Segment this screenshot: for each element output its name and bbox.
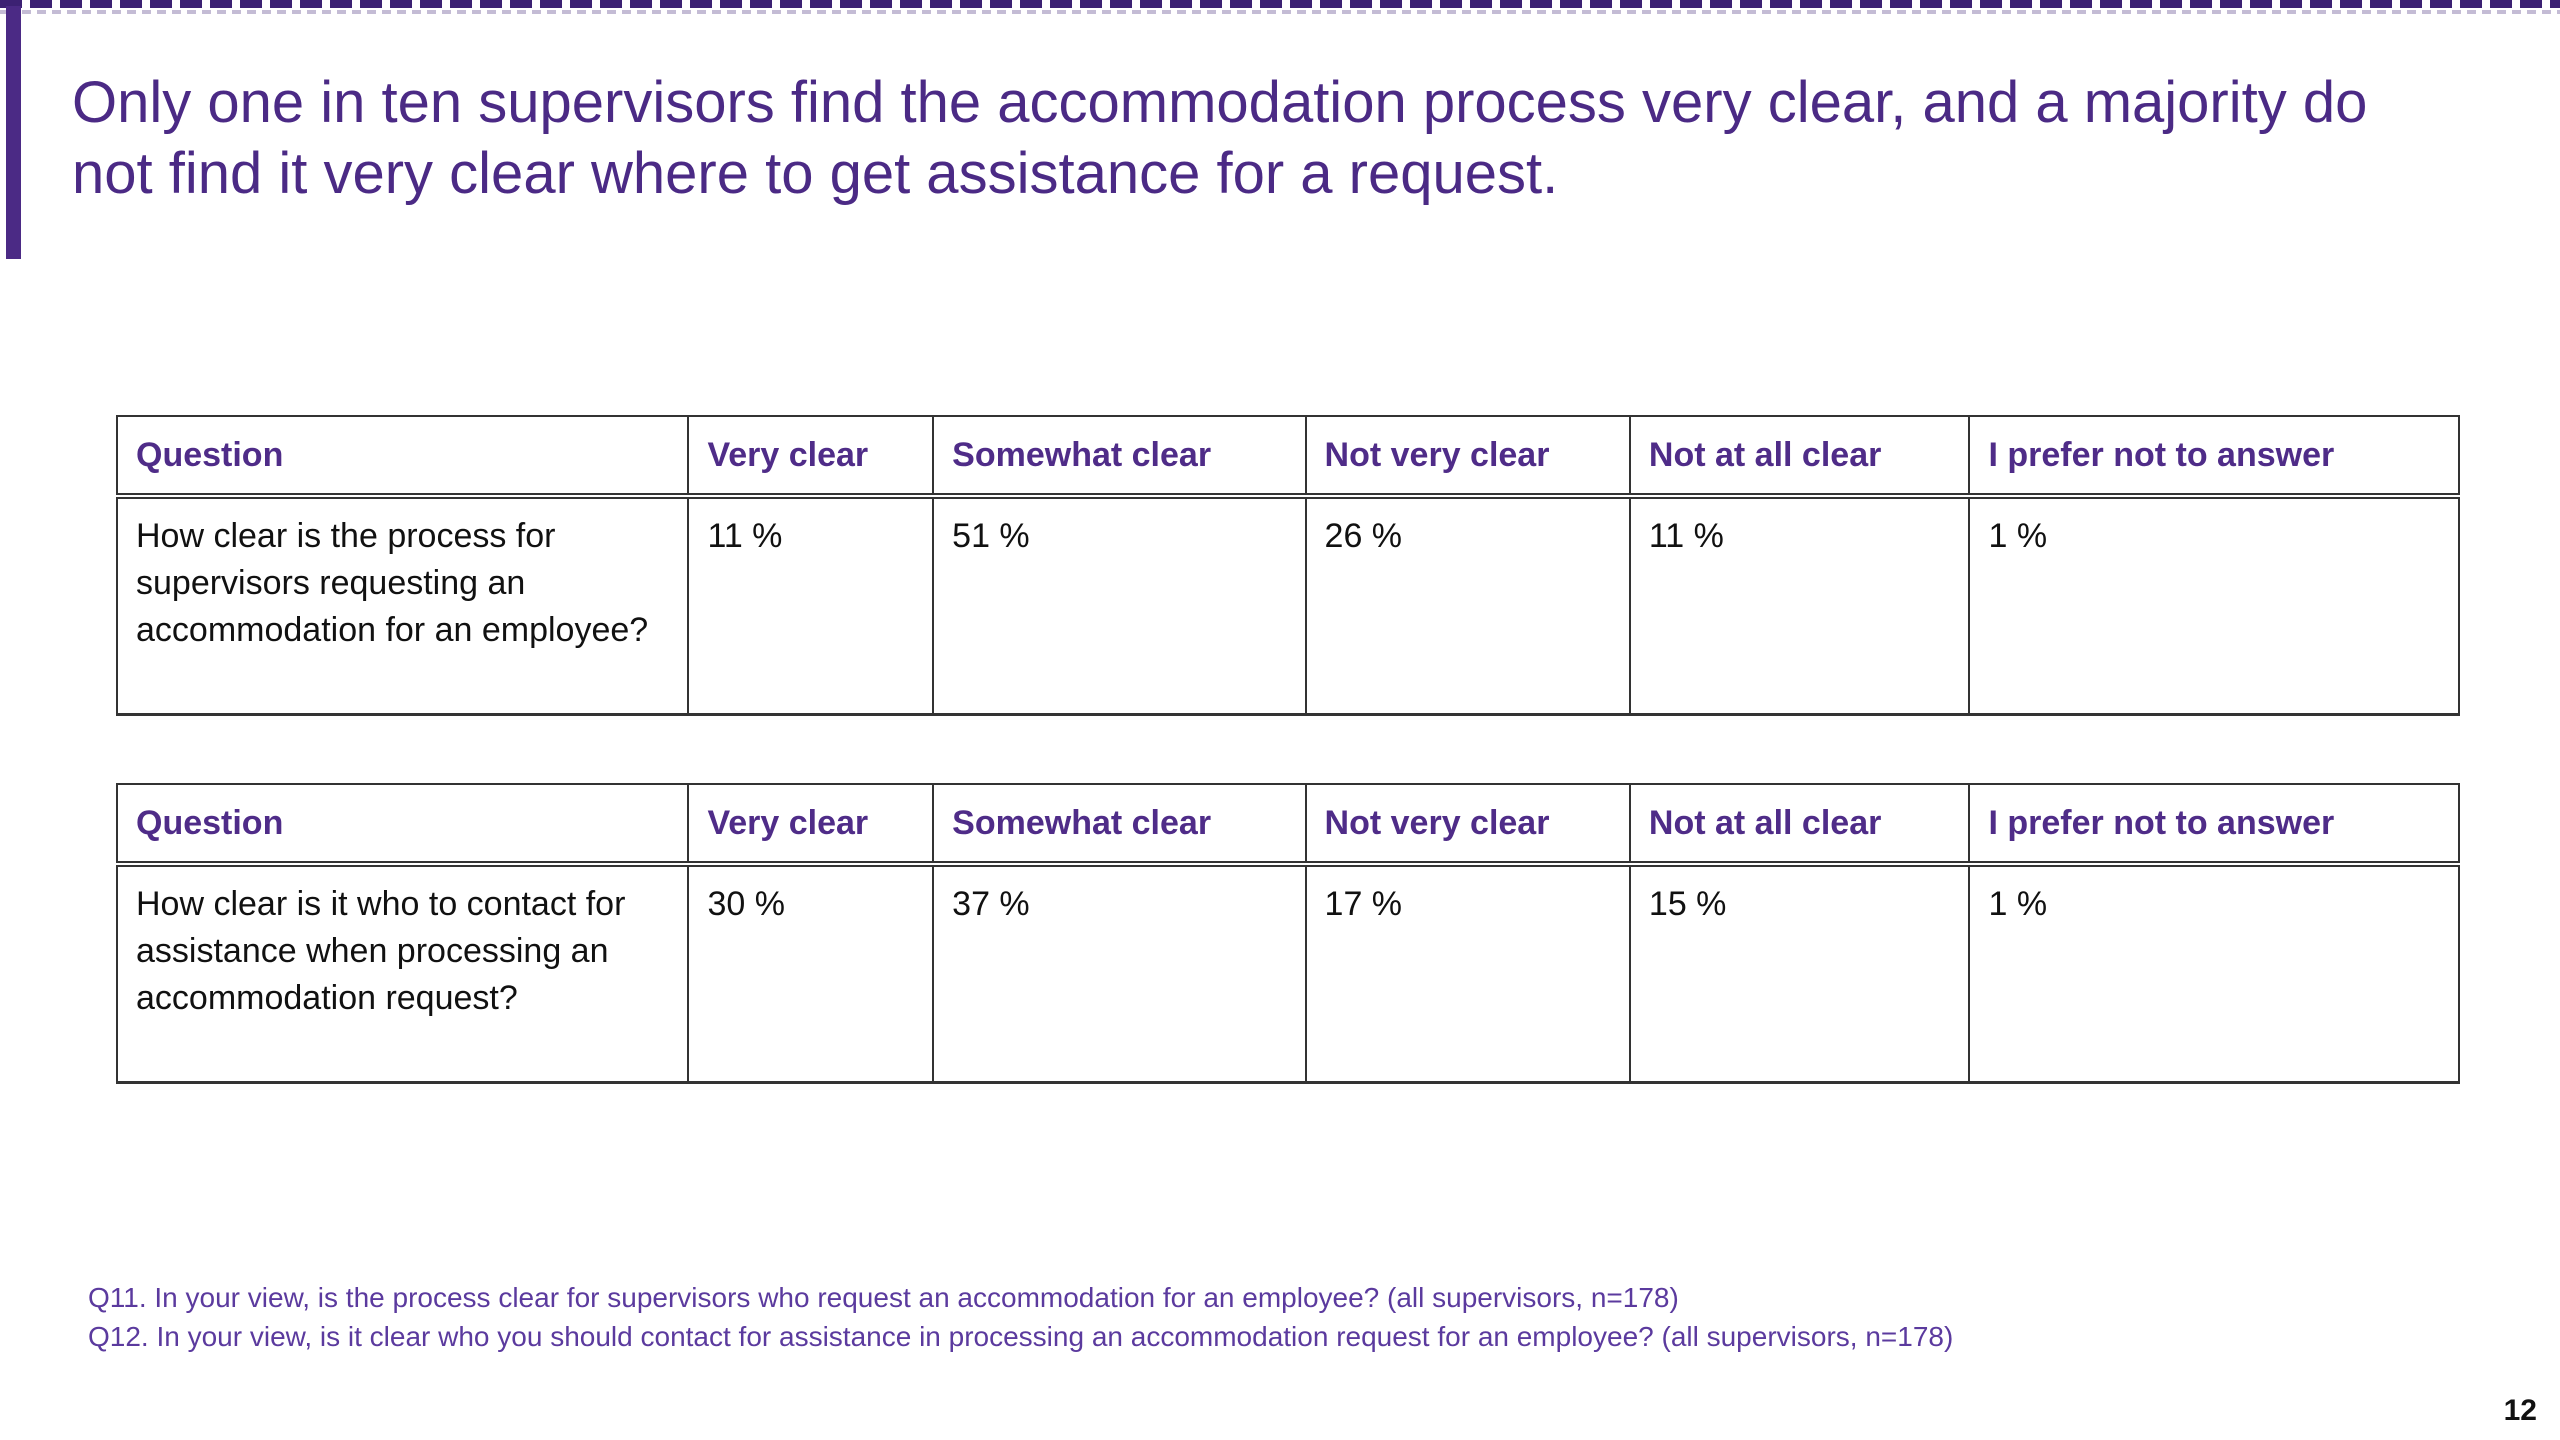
value-cell-very-clear: 11 %	[687, 495, 935, 716]
value-cell-somewhat-clear: 51 %	[932, 495, 1307, 716]
column-header-not-at-all-clear: Not at all clear	[1628, 783, 1971, 867]
slide-title: Only one in ten supervisors find the acc…	[72, 70, 2368, 206]
table-q11-container: Question Very clear Somewhat clear Not v…	[115, 415, 2460, 716]
column-header-not-very-clear: Not very clear	[1304, 415, 1631, 499]
column-header-somewhat-clear: Somewhat clear	[932, 415, 1307, 499]
footnote-q12: Q12. In your view, is it clear who you s…	[88, 1321, 1954, 1352]
title-accent-bar	[6, 6, 21, 259]
table-row: How clear is it who to contact for assis…	[115, 863, 2460, 1084]
value-cell-not-at-all-clear: 15 %	[1628, 863, 1971, 1084]
column-header-somewhat-clear: Somewhat clear	[932, 783, 1307, 867]
table-q12-container: Question Very clear Somewhat clear Not v…	[115, 783, 2460, 1084]
footnotes: Q11. In your view, is the process clear …	[88, 1278, 2488, 1356]
page-number: 12	[2503, 1394, 2537, 1427]
column-header-very-clear: Very clear	[687, 415, 935, 499]
header-row: Question Very clear Somewhat clear Not v…	[115, 415, 2460, 499]
column-header-prefer-not-answer: I prefer not to answer	[1968, 783, 2460, 867]
top-dashed-border	[0, 0, 2560, 14]
value-cell-very-clear: 30 %	[687, 863, 935, 1084]
column-header-question: Question	[115, 783, 690, 867]
column-header-not-at-all-clear: Not at all clear	[1628, 415, 1971, 499]
column-header-question: Question	[115, 415, 690, 499]
value-cell-not-at-all-clear: 11 %	[1628, 495, 1971, 716]
value-cell-not-very-clear: 26 %	[1304, 495, 1631, 716]
question-cell: How clear is it who to contact for assis…	[115, 863, 690, 1084]
table-row: How clear is the process for supervisors…	[115, 495, 2460, 716]
column-header-very-clear: Very clear	[687, 783, 935, 867]
value-cell-prefer-not-answer: 1 %	[1968, 495, 2460, 716]
value-cell-not-very-clear: 17 %	[1304, 863, 1631, 1084]
value-cell-somewhat-clear: 37 %	[932, 863, 1307, 1084]
footnote-q11: Q11. In your view, is the process clear …	[88, 1282, 1679, 1313]
value-cell-prefer-not-answer: 1 %	[1968, 863, 2460, 1084]
results-table-q12: Question Very clear Somewhat clear Not v…	[115, 783, 2460, 1084]
header-row: Question Very clear Somewhat clear Not v…	[115, 783, 2460, 867]
column-header-prefer-not-answer: I prefer not to answer	[1968, 415, 2460, 499]
results-table-q11: Question Very clear Somewhat clear Not v…	[115, 415, 2460, 716]
column-header-not-very-clear: Not very clear	[1304, 783, 1631, 867]
question-cell: How clear is the process for supervisors…	[115, 495, 690, 716]
